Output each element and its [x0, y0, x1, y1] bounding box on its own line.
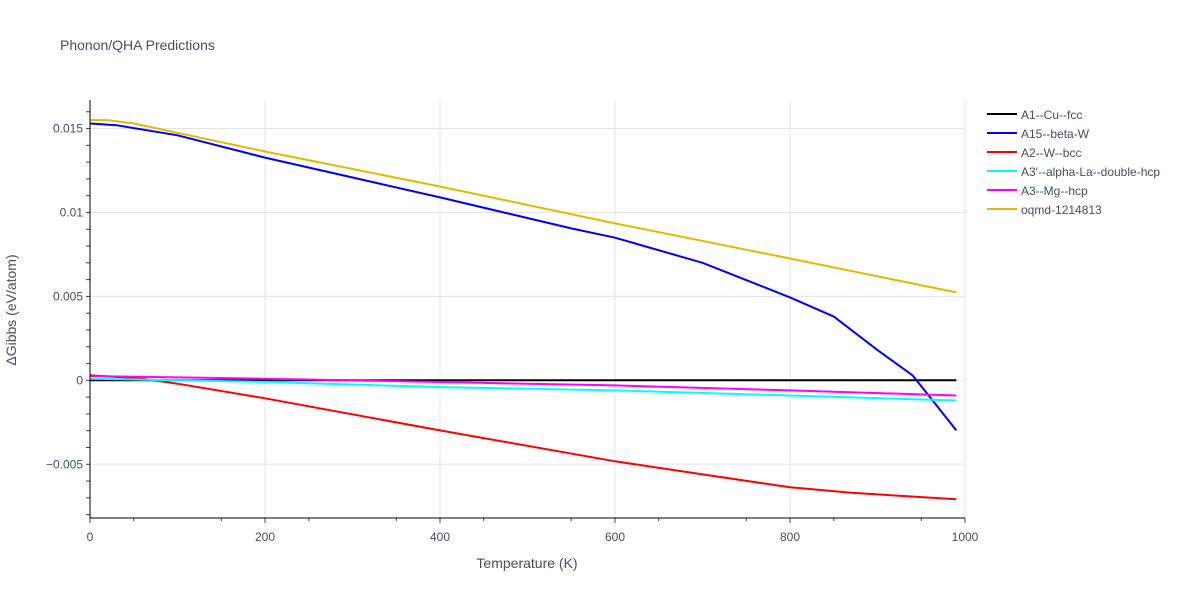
x-axis-label: Temperature (K) — [476, 555, 577, 571]
x-tick-label: 200 — [255, 530, 275, 544]
legend-item-label: A1--Cu--fcc — [1021, 108, 1082, 122]
legend-item-label: A15--beta-W — [1021, 127, 1090, 141]
y-tick-label: −0.005 — [46, 457, 83, 471]
y-tick-label: 0.01 — [60, 205, 84, 219]
x-tick-label: 0 — [87, 530, 94, 544]
y-tick-label: 0.005 — [53, 289, 83, 303]
series-line-1 — [89, 122, 958, 432]
x-tick-label: 400 — [430, 530, 450, 544]
chart-title: Phonon/QHA Predictions — [60, 37, 215, 53]
series-line-5 — [90, 119, 957, 294]
x-tick-label: 1000 — [952, 530, 979, 544]
legend-item-label: A3--Mg--hcp — [1021, 184, 1088, 198]
axes: 0 200 400 600 800 1000 −0.005 0 0.005 0.01 0.015 — [46, 100, 979, 544]
x-tick-label: 600 — [605, 530, 625, 544]
legend-item-label: oqmd-1214813 — [1021, 203, 1102, 217]
legend-item-label: A3'--alpha-La--double-hcp — [1021, 165, 1160, 179]
gridlines — [90, 100, 966, 518]
legend-item-label: A2--W--bcc — [1021, 146, 1081, 160]
y-tick-label: 0.015 — [53, 122, 83, 136]
series-line-4 — [89, 375, 957, 397]
series-line-2 — [89, 374, 957, 501]
series-line-3 — [89, 377, 957, 402]
x-tick-label: 800 — [780, 530, 800, 544]
series-lines — [89, 119, 958, 501]
legend[interactable]: A1--Cu--fcc A15--beta-W A2--W--bcc A3'--alp… — [987, 108, 1160, 217]
y-tick-label: 0 — [76, 373, 83, 387]
y-axis-label: ΔGibbs (eV/atom) — [3, 254, 19, 365]
